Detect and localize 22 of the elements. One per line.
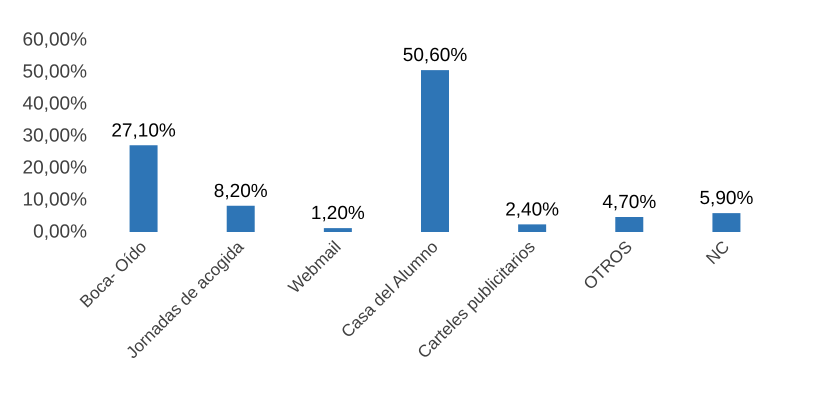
data-label: 1,20% bbox=[310, 203, 365, 224]
bar bbox=[712, 213, 740, 232]
data-label: 27,10% bbox=[111, 120, 176, 142]
data-label: 50,60% bbox=[402, 45, 468, 66]
y-tick-label: 60,00% bbox=[22, 30, 88, 50]
bar bbox=[226, 206, 255, 232]
data-label: 4,70% bbox=[602, 192, 656, 213]
bar bbox=[615, 216, 644, 232]
bar bbox=[518, 224, 546, 232]
x-tick-label: NC bbox=[702, 237, 734, 268]
data-label: 5,90% bbox=[699, 188, 754, 210]
y-tick-label: 40,00% bbox=[22, 94, 88, 114]
y-tick-label: 0,00% bbox=[33, 222, 88, 242]
data-label: 2,40% bbox=[505, 199, 560, 220]
y-tick-label: 10,00% bbox=[22, 190, 88, 210]
y-tick-label: 30,00% bbox=[22, 126, 88, 146]
bar bbox=[130, 145, 158, 232]
data-label: 8,20% bbox=[214, 180, 268, 202]
bar bbox=[324, 228, 352, 232]
y-tick-label: 50,00% bbox=[22, 62, 88, 82]
y-tick-label: 20,00% bbox=[22, 158, 88, 178]
bar bbox=[421, 70, 449, 232]
